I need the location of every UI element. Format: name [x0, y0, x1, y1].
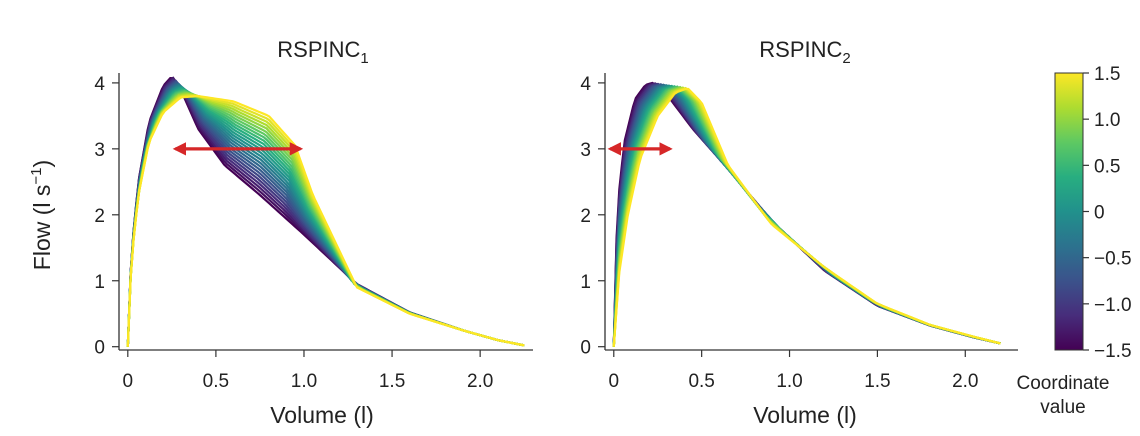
flow-curve-coord--0.13 — [126, 85, 525, 347]
colorbar-tick-label: 0 — [1094, 203, 1105, 224]
flow-curve-coord--0.63 — [612, 83, 1001, 347]
flow-curve-coord-0.50 — [126, 89, 525, 347]
colorbar-ticks: 1.5 1.0 0.5 0 −0.5 −1.0 −1.5 — [1083, 64, 1132, 362]
x-axis-label: Volume (l) — [270, 402, 374, 428]
y-tick-label: 3 — [94, 140, 105, 161]
x-tick-label: 0.5 — [688, 371, 714, 392]
flow-curve-coord--1.50 — [612, 81, 1001, 347]
x-tick-label: 1.0 — [776, 371, 802, 392]
flow-curve-coord-1.38 — [612, 86, 1001, 347]
flow-curve-coord--0.63 — [126, 81, 525, 347]
flow-curve-coord--0.38 — [612, 84, 1001, 347]
x-axis-label: Volume (l) — [753, 402, 857, 428]
axes: 0 1 2 3 4 0 0.5 1.0 1.5 2.0 — [580, 73, 1018, 392]
flow-curve-coord--0.75 — [612, 83, 1001, 347]
y-tick-label: 2 — [580, 206, 591, 227]
flow-curves — [126, 76, 525, 347]
flow-curve-coord-0.38 — [612, 85, 1001, 347]
y-axis-label: Flow (l s−1) — [28, 160, 55, 270]
flow-curve-coord-0.13 — [126, 86, 525, 347]
flow-curve-coord--0.50 — [126, 83, 525, 347]
flow-curve-coord--1.00 — [612, 82, 1001, 347]
x-tick-label: 0 — [123, 371, 134, 392]
y-tick-label: 0 — [580, 338, 591, 359]
colorbar-tick-label: 1.5 — [1094, 64, 1120, 85]
flow-curve-coord-0.88 — [612, 85, 1001, 347]
x-tick-label: 0.5 — [203, 371, 229, 392]
panel-rspinc2: RSPINC2 0 1 2 3 4 0 0.5 1.0 1.5 2.0 Volume (l) — [580, 37, 1018, 428]
flow-curve-coord-0.13 — [612, 84, 1001, 347]
flow-curve-coord-1.50 — [612, 87, 1001, 347]
x-tick-label: 2.0 — [467, 371, 493, 392]
colorbar-tick-label: −1.0 — [1094, 295, 1132, 316]
colorbar-tick-label: −1.5 — [1094, 341, 1132, 362]
flow-curve-coord--1.13 — [612, 82, 1001, 347]
flow-curve-coord--1.13 — [126, 78, 525, 347]
flow-curve-coord-0.25 — [612, 85, 1001, 347]
flow-curve-coord--0.75 — [126, 80, 525, 347]
panel-rspinc1: RSPINC1 0 1 2 3 4 0 0.5 1.0 1.5 2.0 Volume (l) Fl… — [28, 37, 533, 428]
y-tick-label: 1 — [580, 272, 591, 293]
flow-curve-coord-0.63 — [126, 89, 525, 347]
flow-curve-coord--1.38 — [126, 76, 525, 347]
flow-curve-coord-1.13 — [612, 86, 1001, 347]
flow-curve-coord-0.25 — [126, 87, 525, 347]
flow-curve-coord--1.00 — [126, 80, 525, 347]
x-tick-label: 2.0 — [952, 371, 978, 392]
flow-curve-coord-1.50 — [126, 95, 525, 347]
colorbar-tick-label: 0.5 — [1094, 156, 1120, 177]
flow-curve-coord-0.75 — [612, 86, 1001, 347]
flow-curve-coord--0.38 — [126, 82, 525, 347]
panel-title: RSPINC2 — [759, 37, 850, 67]
flow-curve-coord-0.50 — [612, 85, 1001, 347]
flow-curve-coord-1.00 — [612, 86, 1001, 347]
flow-curve-coord-1.25 — [612, 87, 1001, 347]
flow-curve-coord-0.38 — [126, 88, 525, 347]
x-tick-label: 1.5 — [379, 371, 405, 392]
colorbar-tick-label: −0.5 — [1094, 249, 1132, 270]
flow-curve-coord--0.88 — [126, 79, 525, 347]
y-tick-label: 4 — [94, 74, 105, 95]
flow-curve-coord--1.25 — [126, 76, 525, 347]
y-tick-label: 1 — [94, 272, 105, 293]
flow-curve-coord-0.75 — [126, 90, 525, 347]
flow-curve-coord-0.00 — [126, 86, 525, 347]
flow-curve-coord--0.50 — [612, 83, 1001, 347]
flow-curve-coord-1.00 — [126, 92, 525, 347]
colorbar-gradient — [1054, 72, 1084, 351]
x-tick-label: 1.0 — [291, 371, 317, 392]
x-tick-label: 0 — [608, 371, 619, 392]
colorbar-label-line1: Coordinate — [1017, 373, 1110, 394]
flow-curve-coord--0.13 — [612, 84, 1001, 347]
flow-curve-coord-0.63 — [612, 85, 1001, 347]
flow-curve-coord--0.88 — [612, 83, 1001, 347]
colorbar-label-line2: value — [1040, 397, 1085, 418]
x-tick-label: 1.5 — [864, 371, 890, 392]
colorbar: 1.5 1.0 0.5 0 −0.5 −1.0 −1.5 Coordinate value — [1017, 64, 1132, 418]
flow-curve-coord--0.25 — [612, 84, 1001, 347]
flow-curve-coord--1.38 — [612, 82, 1001, 347]
y-tick-label: 3 — [580, 140, 591, 161]
flow-curve-coord-0.88 — [126, 91, 525, 347]
y-tick-label: 4 — [580, 74, 591, 95]
panel-title: RSPINC1 — [277, 37, 368, 67]
colorbar-tick-label: 1.0 — [1094, 110, 1120, 131]
flow-curve-coord-0.00 — [612, 84, 1001, 347]
flow-curve-coord--0.25 — [126, 83, 525, 347]
flow-curves — [612, 81, 1001, 347]
y-tick-label: 2 — [94, 206, 105, 227]
axes: 0 1 2 3 4 0 0.5 1.0 1.5 2.0 — [94, 73, 533, 392]
flow-curve-coord--1.50 — [126, 76, 525, 347]
flow-curve-coord--1.25 — [612, 82, 1001, 347]
y-tick-label: 0 — [94, 338, 105, 359]
